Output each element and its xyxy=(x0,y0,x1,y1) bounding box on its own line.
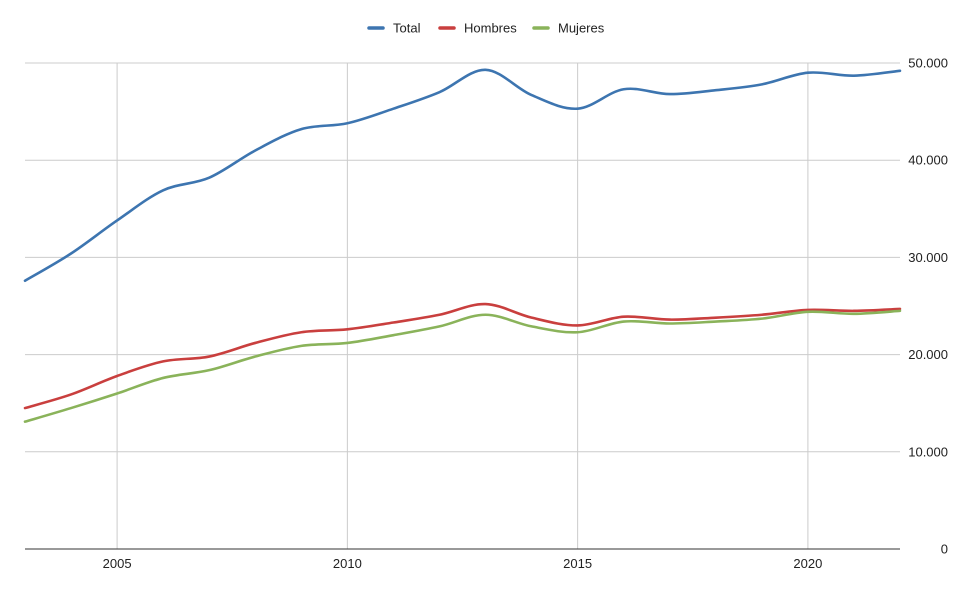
legend-item-mujeres[interactable]: Mujeres xyxy=(532,21,605,36)
grid xyxy=(25,62,900,549)
y-tick-label: 50.000 xyxy=(908,56,948,71)
y-tick-label: 30.000 xyxy=(908,250,948,265)
legend-label: Mujeres xyxy=(558,21,605,36)
series-line-mujeres xyxy=(23,309,902,423)
axes: 0 10.000 20.000 30.000 40.000 50.000 2005 2010 2… xyxy=(25,56,948,571)
x-tick-label: 2015 xyxy=(563,556,592,571)
series-lines xyxy=(23,68,902,423)
series-line-hombres xyxy=(23,302,902,410)
legend-label: Total xyxy=(393,21,421,36)
x-tick-label: 2010 xyxy=(333,556,362,571)
series-line-total xyxy=(23,68,902,283)
y-tick-label: 20.000 xyxy=(908,347,948,362)
legend-label: Hombres xyxy=(464,21,517,36)
legend: Total Hombres Mujeres xyxy=(367,21,605,36)
legend-item-total[interactable]: Total xyxy=(367,21,421,36)
y-tick-label: 40.000 xyxy=(908,153,948,168)
y-tick-label: 10.000 xyxy=(908,444,948,459)
x-tick-label: 2020 xyxy=(793,556,822,571)
x-tick-label: 2005 xyxy=(103,556,132,571)
legend-item-hombres[interactable]: Hombres xyxy=(438,21,517,36)
y-tick-label: 0 xyxy=(941,542,948,557)
